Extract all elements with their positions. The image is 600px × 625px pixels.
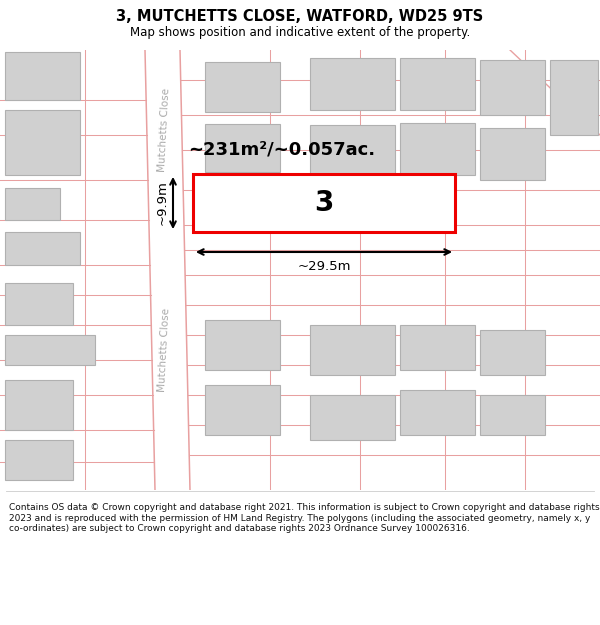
Text: ~231m²/~0.057ac.: ~231m²/~0.057ac. bbox=[188, 141, 375, 159]
Bar bbox=[5, 380, 73, 430]
Bar bbox=[400, 123, 475, 175]
Bar bbox=[310, 58, 395, 110]
Bar bbox=[550, 60, 598, 135]
Bar bbox=[480, 330, 545, 375]
Polygon shape bbox=[145, 50, 190, 490]
Bar bbox=[5, 283, 73, 325]
Bar bbox=[310, 395, 395, 440]
Bar bbox=[310, 325, 395, 375]
Bar bbox=[5, 232, 80, 265]
Bar bbox=[205, 124, 280, 172]
Bar bbox=[480, 395, 545, 435]
Bar bbox=[480, 128, 545, 180]
Bar bbox=[400, 58, 475, 110]
Bar bbox=[5, 52, 80, 100]
Bar bbox=[205, 62, 280, 112]
Bar bbox=[5, 188, 60, 220]
Bar bbox=[193, 174, 455, 232]
Bar bbox=[205, 385, 280, 435]
Text: ~29.5m: ~29.5m bbox=[297, 260, 351, 273]
Bar bbox=[310, 125, 395, 180]
Bar bbox=[5, 335, 95, 365]
Bar bbox=[480, 60, 545, 115]
Bar bbox=[205, 320, 280, 370]
Bar bbox=[400, 325, 475, 370]
Text: Map shows position and indicative extent of the property.: Map shows position and indicative extent… bbox=[130, 26, 470, 39]
Text: Mutchetts Close: Mutchetts Close bbox=[157, 88, 171, 172]
Bar bbox=[5, 440, 73, 480]
Text: 3: 3 bbox=[314, 189, 334, 217]
Text: Contains OS data © Crown copyright and database right 2021. This information is : Contains OS data © Crown copyright and d… bbox=[9, 504, 599, 533]
Bar bbox=[5, 110, 80, 175]
Text: ~9.9m: ~9.9m bbox=[156, 181, 169, 226]
Text: 3, MUTCHETTS CLOSE, WATFORD, WD25 9TS: 3, MUTCHETTS CLOSE, WATFORD, WD25 9TS bbox=[116, 9, 484, 24]
Text: Mutchetts Close: Mutchetts Close bbox=[157, 308, 171, 392]
Bar bbox=[400, 390, 475, 435]
